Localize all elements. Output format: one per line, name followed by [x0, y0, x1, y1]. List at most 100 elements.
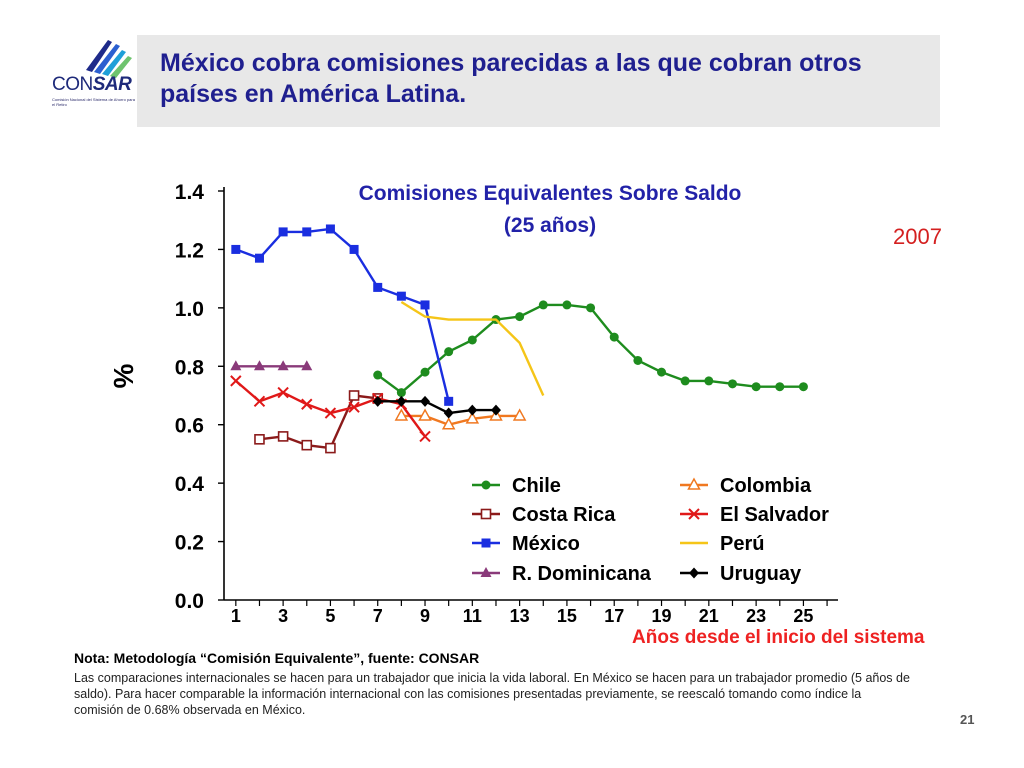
data-point: [325, 224, 335, 234]
data-point: [302, 227, 312, 237]
legend-label: Colombia: [720, 475, 812, 497]
data-point: [420, 367, 430, 377]
legend-label: Costa Rica: [512, 504, 616, 526]
legend-marker: [480, 567, 492, 577]
x-tick-label: 1: [231, 606, 241, 626]
data-point: [373, 370, 383, 380]
chart-axes: [223, 187, 838, 601]
data-point: [420, 395, 431, 407]
x-tick-label: 15: [557, 606, 577, 626]
legend-item-r-dominicana: R. Dominicana: [472, 563, 652, 585]
data-point: [230, 375, 242, 387]
legend-item-mexico: México: [472, 533, 580, 555]
data-point: [277, 360, 289, 371]
legend-marker: [689, 567, 699, 579]
data-point: [349, 244, 359, 254]
data-point: [396, 291, 406, 301]
data-point: [301, 398, 313, 410]
data-point: [633, 355, 643, 365]
logo-wordmark: CONSAR: [52, 74, 132, 96]
x-tick-label: 17: [604, 606, 624, 626]
data-point: [419, 430, 431, 443]
y-axis-label: %: [108, 363, 139, 388]
data-point: [418, 408, 432, 421]
data-point: [254, 253, 264, 263]
logo-text-light: CON: [52, 74, 93, 95]
series-el-salvador: [230, 375, 431, 443]
series-line: [235, 227, 450, 402]
data-point: [372, 395, 383, 407]
data-point: [512, 408, 527, 421]
legend-item-el-salvador: El Salvador: [680, 504, 829, 526]
y-tick-label: 1.4: [175, 181, 205, 204]
data-point: [467, 404, 478, 416]
legend-item-costa-rica: Costa Rica: [472, 504, 616, 526]
x-tick-label: 21: [699, 606, 719, 626]
data-point: [465, 411, 480, 424]
series-mexico: [231, 224, 454, 406]
chart-series: [230, 224, 808, 454]
data-point: [277, 386, 289, 399]
data-point: [441, 417, 456, 430]
y-tick-label: 0.8: [175, 356, 205, 379]
legend-label: El Salvador: [720, 504, 829, 526]
legend-marker: [480, 508, 492, 520]
legend-label: Chile: [512, 475, 561, 497]
legend-item-chile: Chile: [472, 475, 561, 497]
series-r-dominicana: [230, 360, 313, 371]
note-body: Las comparaciones internacionales se hac…: [74, 671, 910, 717]
logo-subtitle: Comisión Nacional del Sistema de Ahorro …: [52, 97, 135, 107]
data-point: [538, 300, 548, 310]
data-point: [798, 382, 808, 392]
data-point: [348, 401, 360, 413]
consar-logo: [52, 34, 136, 110]
data-point: [253, 360, 265, 371]
legend-marker: [687, 477, 701, 490]
y-tick-label: 0.0: [175, 590, 204, 613]
data-point: [609, 332, 619, 342]
year-tag: 2007: [893, 224, 942, 249]
chart-legend: Chile Costa Rica México R. Dominicana Colomb…: [472, 475, 829, 585]
data-point: [301, 360, 313, 371]
data-point: [231, 244, 241, 254]
legend-item-peru: Perú: [680, 533, 764, 555]
series-line: [400, 300, 545, 396]
data-point: [586, 303, 596, 313]
series-peru: [400, 300, 545, 396]
chart-title: Comisiones Equivalentes Sobre Saldo: [359, 182, 742, 205]
data-point: [680, 376, 690, 386]
data-point: [562, 300, 572, 310]
data-point: [727, 379, 737, 389]
data-point: [444, 396, 454, 406]
logo-text-bold: SAR: [92, 74, 132, 95]
data-point: [444, 347, 454, 357]
data-point: [373, 282, 383, 292]
legend-marker: [481, 480, 491, 490]
x-tick-label: 5: [325, 606, 335, 626]
note-title: Nota: Metodología “Comisión Equivalente”…: [74, 650, 480, 666]
x-tick-label: 19: [652, 606, 672, 626]
data-point: [254, 434, 265, 445]
series-line: [259, 394, 378, 450]
data-point: [443, 407, 454, 419]
legend-item-uruguay: Uruguay: [680, 563, 802, 585]
series-costa-rica: [254, 390, 384, 454]
data-point: [515, 312, 525, 322]
data-point: [394, 408, 409, 421]
y-tick-label: 0.4: [175, 473, 205, 496]
chart-ticks: 0.00.20.40.60.81.01.21.41 3 5 7 9 11 13 15 17 19 2…: [175, 181, 828, 626]
title-band: [137, 35, 940, 127]
y-tick-label: 1.0: [175, 298, 204, 321]
legend-item-colombia: Colombia: [680, 475, 812, 497]
data-point: [775, 382, 785, 392]
data-point: [324, 407, 337, 419]
x-tick-label: 13: [510, 606, 530, 626]
data-point: [278, 227, 288, 237]
x-tick-label: 25: [793, 606, 813, 626]
page-number: 21: [960, 712, 975, 727]
y-tick-label: 1.2: [175, 239, 204, 262]
x-tick-label: 3: [278, 606, 288, 626]
data-point: [657, 367, 667, 377]
legend-marker: [481, 538, 491, 548]
data-point: [253, 395, 266, 408]
